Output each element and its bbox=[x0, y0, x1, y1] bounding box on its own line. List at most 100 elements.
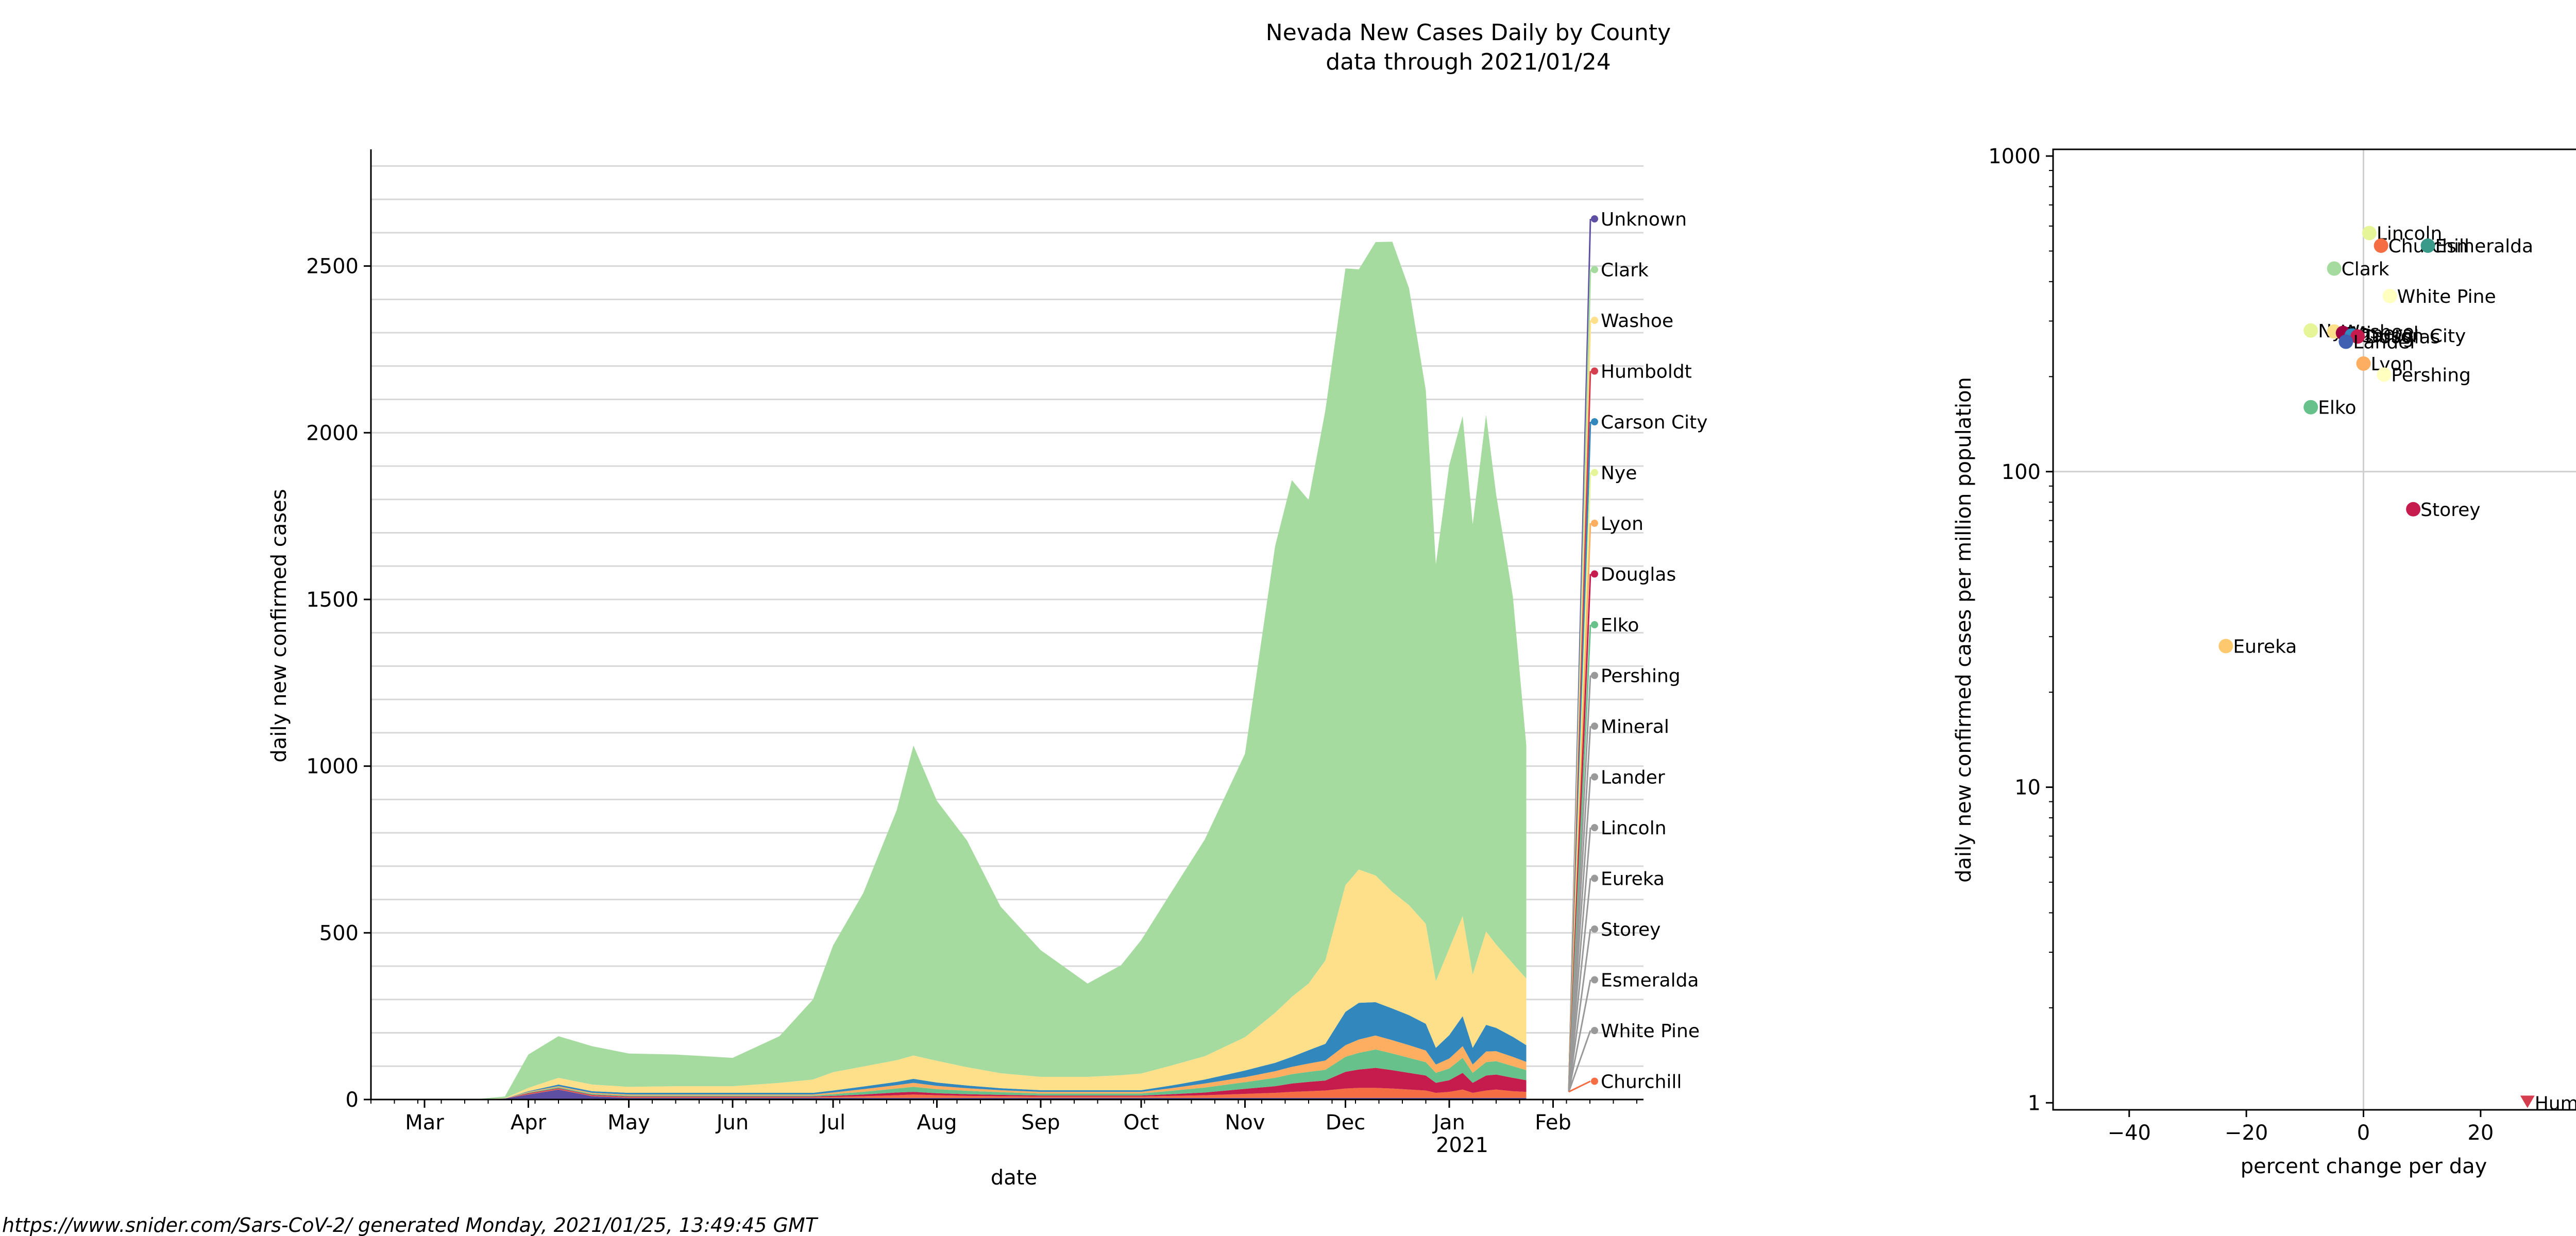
y-tick-labels: 0 500 1000 1500 2000 2500 bbox=[306, 255, 371, 1112]
scatter-point-label: Pershing bbox=[2391, 365, 2471, 386]
area-series-churchill bbox=[471, 1088, 1527, 1100]
legend-marker bbox=[1591, 469, 1598, 476]
legend-marker bbox=[1591, 266, 1598, 273]
legend-label: Humboldt bbox=[1601, 362, 1692, 383]
y-tick-label: 1000 bbox=[306, 755, 359, 779]
legend-label: Carson City bbox=[1601, 412, 1708, 433]
scatter-points: LincolnChurchillEsmeraldaClarkWhite Pine… bbox=[2218, 224, 2576, 1114]
scatter-point-marker bbox=[2377, 367, 2392, 382]
y-tick-label: 2000 bbox=[306, 421, 359, 445]
legend-label: Nye bbox=[1601, 463, 1637, 484]
x-tick-label: −40 bbox=[2108, 1121, 2151, 1145]
legend-marker bbox=[1591, 570, 1598, 578]
y-tick-label: 0 bbox=[346, 1088, 359, 1112]
x-tick-label: Dec bbox=[1326, 1111, 1365, 1135]
legend-label: Pershing bbox=[1601, 666, 1681, 687]
legend-marker bbox=[1591, 418, 1598, 425]
x-tick-labels: Mar Apr May Jun Jul Aug Sep Oct Nov Dec Jan Feb bbox=[370, 1100, 1637, 1135]
scatter-point-marker bbox=[2420, 238, 2435, 253]
legend-label: Lincoln bbox=[1601, 818, 1667, 839]
area-series-washoe bbox=[471, 869, 1527, 1100]
legend-label: Douglas bbox=[1601, 564, 1676, 586]
x-axis-label: date bbox=[991, 1166, 1037, 1190]
scatter-point-marker bbox=[2327, 261, 2342, 276]
legend-label: Lander bbox=[1601, 767, 1665, 788]
legend-label: Unknown bbox=[1601, 209, 1687, 230]
scatter-point-label: Douglas bbox=[2365, 327, 2440, 348]
x-tick-label: Feb bbox=[1535, 1111, 1571, 1135]
y-tick-label: 500 bbox=[319, 921, 359, 945]
y-axis-label: daily new confirmed cases per million po… bbox=[1952, 377, 1976, 883]
area-series bbox=[471, 242, 1527, 1100]
y-tick-label: 1 bbox=[2028, 1091, 2041, 1115]
x-tick-year-label: 2021 bbox=[1436, 1134, 1488, 1157]
area-series-elko bbox=[471, 1049, 1527, 1100]
y-tick-label: 100 bbox=[2002, 460, 2041, 484]
legend-label: Churchill bbox=[1601, 1072, 1682, 1093]
legend-label: Eureka bbox=[1601, 869, 1665, 890]
scatter-point-marker bbox=[2362, 226, 2377, 241]
scatter-point-label: Carson City bbox=[2359, 325, 2466, 347]
y-tick-label: 1500 bbox=[306, 588, 359, 612]
x-tick-label: Jan bbox=[1432, 1111, 1465, 1135]
legend-marker bbox=[1591, 621, 1598, 628]
chart-title: Nevada New Cases Daily by County bbox=[1266, 20, 1671, 46]
y-tick-label: 10 bbox=[2014, 776, 2041, 800]
x-tick-label: Jun bbox=[715, 1111, 749, 1135]
scatter-point-marker bbox=[2356, 356, 2371, 371]
legend-marker bbox=[1591, 1077, 1598, 1085]
scatter-point-label: White Pine bbox=[2397, 286, 2496, 307]
scatter-point-marker bbox=[2303, 323, 2318, 338]
area-series-douglas bbox=[471, 1068, 1527, 1100]
scatter-point-label: Esmeralda bbox=[2435, 236, 2534, 257]
scatter-point-marker bbox=[2303, 400, 2318, 415]
chart-subtitle: data through 2021/01/24 bbox=[1326, 49, 1611, 75]
x-tick-label: Oct bbox=[1123, 1111, 1159, 1135]
scatter-point-marker bbox=[2406, 502, 2421, 517]
legend-leader-line bbox=[1568, 1080, 1591, 1093]
y-tick-label: 1000 bbox=[1988, 145, 2041, 168]
x-tick-label: Sep bbox=[1021, 1111, 1060, 1135]
scatter-point-label: Storey bbox=[2420, 500, 2480, 521]
legend-label: Elko bbox=[1601, 615, 1639, 636]
y-axis-label: daily new confirmed cases bbox=[267, 489, 291, 762]
area-series-clark bbox=[471, 242, 1527, 1100]
legend-label: Washoe bbox=[1601, 311, 1673, 332]
legend-leader-line bbox=[1568, 980, 1591, 1092]
axes bbox=[370, 149, 1643, 1101]
area-series-lyon bbox=[471, 1035, 1527, 1100]
legend-marker bbox=[1591, 215, 1598, 222]
scatter-point-label: Eureka bbox=[2233, 637, 2297, 658]
legend-marker bbox=[1591, 824, 1598, 831]
legend-marker bbox=[1591, 520, 1598, 527]
y-tick-labels: 1 10 100 1000 bbox=[1988, 145, 2053, 1115]
scatter-point-label: Clark bbox=[2342, 259, 2389, 280]
x-tick-label: −20 bbox=[2225, 1121, 2268, 1145]
legend-label: Esmeralda bbox=[1601, 970, 1699, 991]
legend-marker bbox=[1591, 773, 1598, 781]
area-series-carson-city bbox=[471, 1002, 1527, 1100]
y-tick-label: 2500 bbox=[306, 255, 359, 279]
legend-label: Mineral bbox=[1601, 716, 1669, 737]
area-series-unknown bbox=[471, 1089, 1527, 1100]
plot-frame bbox=[2052, 148, 2576, 1111]
legend: Unknown Clark Washoe Humboldt Carson City Nye… bbox=[1591, 209, 1708, 1093]
legend-marker bbox=[1591, 1027, 1598, 1034]
scatter-point-marker bbox=[2374, 238, 2388, 253]
legend-marker bbox=[1591, 367, 1598, 375]
x-tick-label: 20 bbox=[2467, 1121, 2494, 1145]
legend-label: Storey bbox=[1601, 919, 1660, 940]
scatter-point-marker bbox=[2520, 1095, 2535, 1108]
legend-marker bbox=[1591, 672, 1598, 679]
scatter-point-marker bbox=[2382, 288, 2397, 303]
scatter-point-marker bbox=[2350, 329, 2365, 344]
legend-leader-line bbox=[1568, 878, 1591, 1092]
x-tick-label: Aug bbox=[917, 1111, 957, 1135]
legend-leader-line bbox=[1568, 929, 1591, 1092]
legend-marker bbox=[1591, 317, 1598, 324]
footer-credit: https://www.snider.com/Sars-CoV-2/ gener… bbox=[2, 1214, 819, 1236]
legend-leader-line bbox=[1568, 1030, 1591, 1092]
x-tick-label: Nov bbox=[1225, 1111, 1265, 1135]
x-tick-label: 0 bbox=[2357, 1121, 2370, 1145]
legend-leader-lines bbox=[1568, 218, 1591, 1093]
